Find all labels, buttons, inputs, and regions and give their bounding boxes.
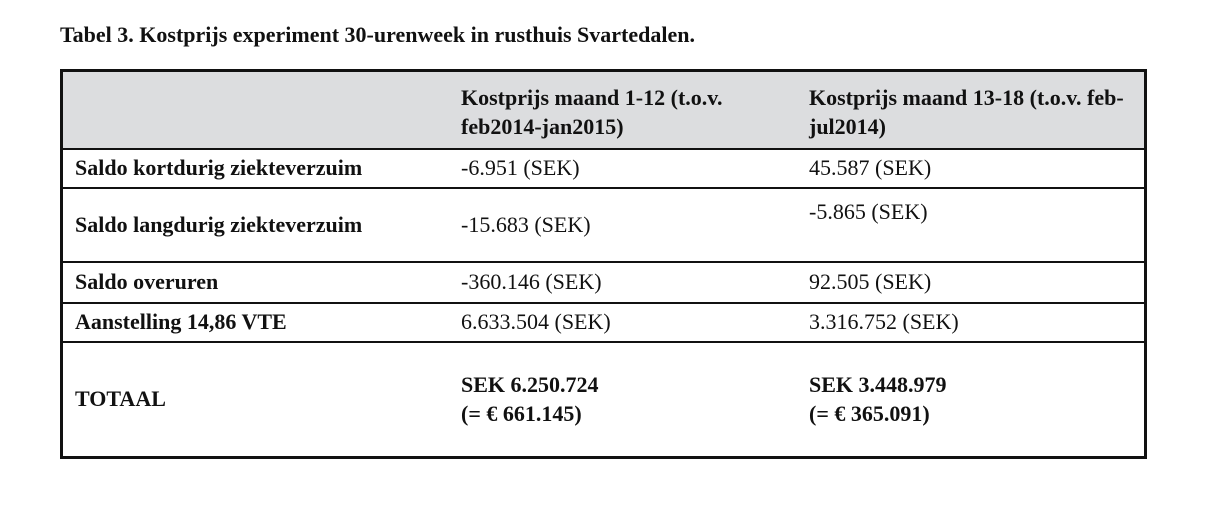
cell: -5.865 (SEK) (809, 198, 928, 224)
row-label: Saldo overuren (75, 269, 219, 294)
cell: 92.505 (SEK) (809, 269, 932, 294)
total-cell: SEK 3.448.979 (= € 365.091) (797, 342, 1146, 458)
table-header-row: Kostprijs maand 1-12 (t.o.v. feb2014-jan… (61, 70, 1146, 149)
cell: 3.316.752 (SEK) (809, 309, 959, 334)
row-label: Aanstelling 14,86 VTE (75, 309, 287, 334)
header-cell (62, 71, 450, 149)
cell: -360.146 (SEK) (461, 269, 602, 294)
row-label: Saldo kortdurig ziekteverzuim (75, 155, 363, 180)
total-eur: (= € 661.145) (461, 401, 582, 427)
row-label: Saldo langdurig ziekteverzuim (75, 211, 363, 237)
total-label: TOTAAL (75, 386, 166, 412)
cell: 45.587 (SEK) (809, 155, 932, 180)
total-sek: SEK 6.250.724 (461, 372, 599, 398)
header-cell: Kostprijs maand 1-12 (t.o.v. feb2014-jan… (461, 84, 723, 139)
table-row: Aanstelling 14,86 VTE 6.633.504 (SEK) 3.… (61, 303, 1146, 342)
cell: -15.683 (SEK) (461, 211, 591, 237)
table-row: Saldo overuren -360.146 (SEK) 92.505 (SE… (61, 262, 1146, 303)
table-row: Saldo kortdurig ziekteverzuim -6.951 (SE… (61, 149, 1146, 188)
header-cell: Kostprijs maand 13-18 (t.o.v. feb-jul201… (809, 84, 1124, 139)
cell: 6.633.504 (SEK) (461, 309, 611, 334)
cost-table: Kostprijs maand 1-12 (t.o.v. feb2014-jan… (60, 69, 1147, 459)
cell: -6.951 (SEK) (461, 155, 580, 180)
total-cell: SEK 6.250.724 (= € 661.145) (449, 342, 797, 458)
table-title: Tabel 3. Kostprijs experiment 30-urenwee… (60, 22, 695, 47)
total-sek: SEK 3.448.979 (809, 372, 947, 398)
total-eur: (= € 365.091) (809, 401, 930, 427)
table-row: Saldo langdurig ziekteverzuim -15.683 (S… (61, 188, 1146, 262)
total-row: TOTAAL SEK 6.250.724 (= € 661.145) SEK 3… (61, 342, 1146, 458)
